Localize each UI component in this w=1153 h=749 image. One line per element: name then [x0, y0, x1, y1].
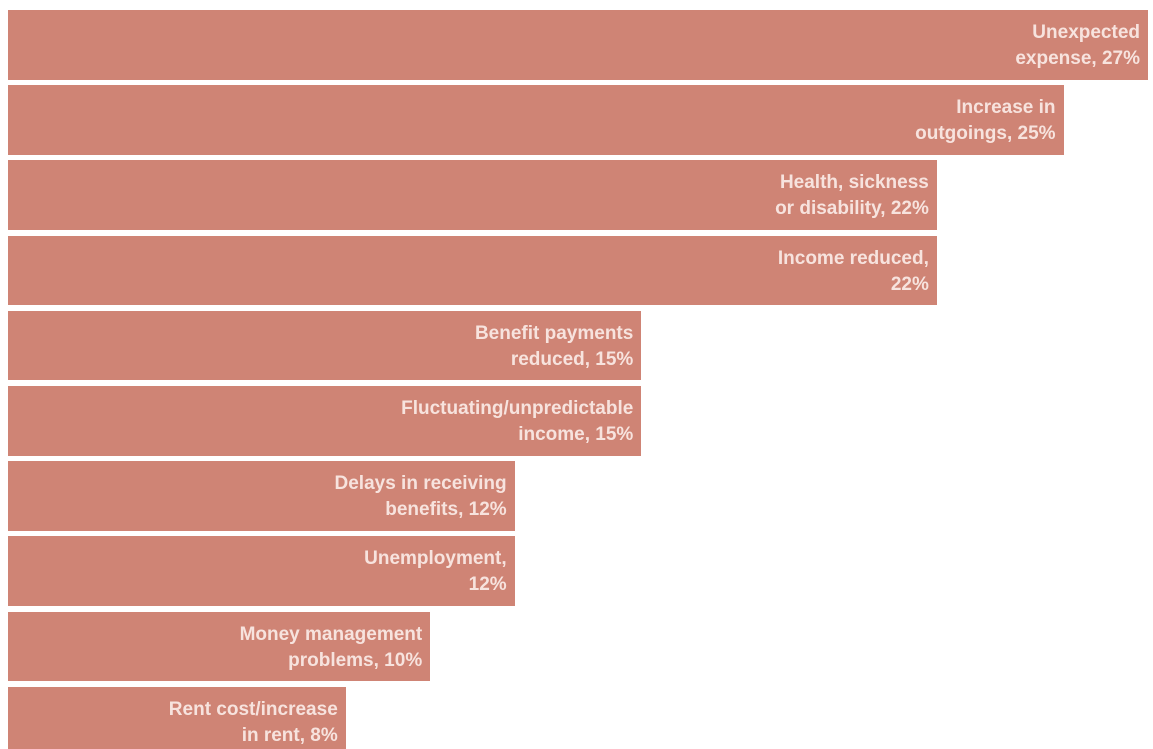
bar: Money management problems, 10%	[8, 611, 431, 682]
bar: Increase in outgoings, 25%	[8, 85, 1064, 155]
bar: Income reduced, 22%	[8, 235, 937, 306]
bar-data-label: Unemployment, 12%	[364, 548, 507, 596]
bar-data-label: Increase in outgoings, 25%	[915, 97, 1056, 145]
bar-data-label: Income reduced, 22%	[777, 247, 929, 295]
bar-data-label: Health, sickness or disability, 22%	[775, 172, 929, 220]
bar: Unexpected expense, 27%	[8, 10, 1148, 80]
bar-data-label: Fluctuating/unpredictable income, 15%	[401, 398, 634, 445]
bar: Health, sickness or disability, 22%	[8, 160, 937, 230]
bar-data-label: Delays in receiving benefits, 12%	[334, 473, 507, 521]
bar: Fluctuating/unpredictable income, 15%	[8, 386, 642, 456]
bar: Unemployment, 12%	[8, 536, 515, 606]
bar-data-label: Benefit payments reduced, 15%	[474, 322, 634, 370]
bar: Rent cost/increase in rent, 8%	[8, 686, 346, 749]
bar-data-label: Unexpected expense, 27%	[1015, 22, 1140, 69]
bar: Benefit payments reduced, 15%	[8, 310, 642, 381]
bar: Delays in receiving benefits, 12%	[8, 461, 515, 531]
bar-data-label: Money management problems, 10%	[239, 623, 423, 671]
bar-data-label: Rent cost/increase in rent, 8%	[168, 698, 338, 746]
